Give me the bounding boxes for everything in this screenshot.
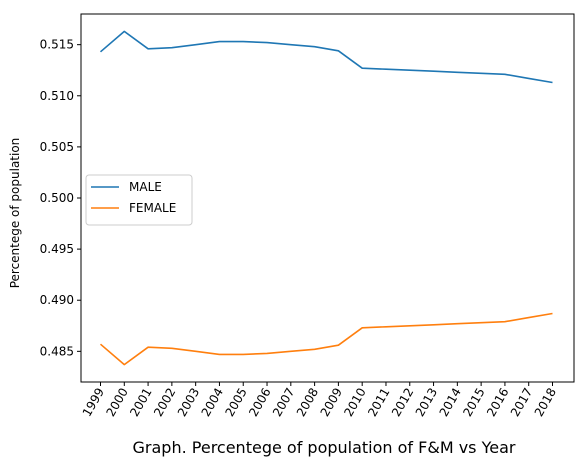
x-tick-label: 2000 [103, 386, 130, 419]
y-axis-title: Percentege of population [8, 138, 22, 289]
x-tick-label: 2015 [460, 386, 487, 419]
y-tick-label: 0.485 [40, 344, 74, 358]
y-tick-label: 0.510 [40, 89, 74, 103]
x-tick-label: 2005 [222, 386, 249, 419]
legend-label: MALE [129, 180, 162, 194]
y-tick-label: 0.515 [40, 38, 74, 52]
x-tick-label: 2008 [294, 386, 321, 419]
x-tick-label: 2013 [413, 386, 440, 419]
x-axis: 1999200020012002200320042005200620072008… [80, 382, 559, 419]
y-tick-label: 0.500 [40, 191, 74, 205]
legend: MALE FEMALE [85, 174, 193, 226]
x-axis-title: Graph. Percentege of population of F&M v… [133, 438, 516, 457]
x-tick-label: 2011 [365, 386, 392, 419]
y-tick-label: 0.490 [40, 293, 74, 307]
x-tick-label: 2007 [270, 386, 297, 419]
x-tick-label: 2004 [199, 386, 226, 419]
legend-label: FEMALE [129, 201, 176, 215]
x-tick-label: 2017 [508, 386, 535, 419]
y-tick-label: 0.505 [40, 140, 74, 154]
x-tick-label: 2006 [246, 386, 273, 419]
x-tick-label: 2018 [532, 386, 559, 419]
x-tick-label: 2003 [175, 386, 202, 419]
x-tick-label: 2001 [127, 386, 154, 419]
series-line-male [99, 30, 553, 84]
x-tick-label: 2010 [341, 386, 368, 419]
x-tick-label: 2002 [151, 386, 178, 419]
x-tick-label: 2014 [437, 386, 464, 419]
y-tick-label: 0.495 [40, 242, 74, 256]
x-tick-label: 2009 [318, 386, 345, 419]
x-tick-label: 2016 [484, 386, 511, 419]
y-axis: 0.485 0.490 0.495 0.500 0.505 0.510 0.515 [40, 38, 81, 358]
x-tick-label: 1999 [80, 386, 107, 419]
x-tick-label: 2012 [389, 386, 416, 419]
series-layer [99, 30, 553, 366]
series-line-female [99, 312, 553, 366]
